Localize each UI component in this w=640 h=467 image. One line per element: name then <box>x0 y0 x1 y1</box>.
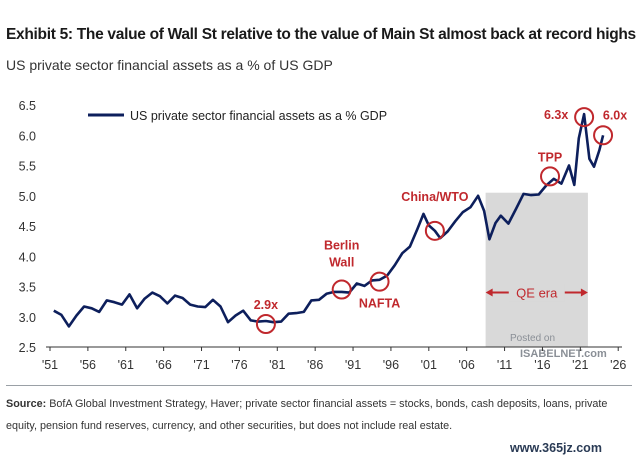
annotation-circle <box>331 279 352 300</box>
x-tick-label: '96 <box>383 358 399 372</box>
y-tick-label: 2.5 <box>19 341 36 355</box>
qe-era-arrow-right <box>580 288 588 297</box>
watermark-line2: ISABELNET.com <box>520 348 607 360</box>
annotation-label-6-0x: 6.0x <box>603 108 627 122</box>
annotation-circle <box>369 271 390 292</box>
x-tick-label: '91 <box>345 358 361 372</box>
x-tick-label: '51 <box>42 358 58 372</box>
qe-era-label-bg <box>508 283 565 302</box>
annotation-circle <box>424 220 445 241</box>
x-tick-label: '66 <box>155 358 171 372</box>
annotation-label-2-9x: 2.9x <box>254 298 278 312</box>
x-tick-label: '61 <box>118 358 134 372</box>
source-label: Source: <box>6 398 47 410</box>
annotation-circle <box>540 166 561 187</box>
annotation-label-6-3x: 6.3x <box>544 108 568 122</box>
y-tick-label: 6.5 <box>19 99 36 113</box>
x-tick-label: '11 <box>497 358 512 372</box>
watermark-line1: Posted on <box>510 333 555 344</box>
y-tick-label: 5.0 <box>19 190 36 204</box>
x-tick-label: '26 <box>610 358 626 372</box>
qe-era-arrow-left <box>485 288 493 297</box>
site-stamp: www.365jz.com <box>510 441 602 455</box>
series-line <box>53 112 605 328</box>
x-tick-label: '81 <box>269 358 285 372</box>
x-tick-label: '16 <box>534 358 550 372</box>
chart-canvas: Posted on ISABELNET.com QE era 2.5 3.0 3.5 4.0… <box>19 99 628 372</box>
x-tick-label: '86 <box>307 358 323 372</box>
x-tick-label: '56 <box>80 358 96 372</box>
annotation-label-berlin-wall: Berlin Wall <box>324 239 359 270</box>
annotation-circle <box>255 314 276 335</box>
qe-era-label: QE era <box>516 286 558 301</box>
chart-subtitle: US private sector financial assets as a … <box>6 57 333 73</box>
x-tick-label: '76 <box>231 358 247 372</box>
y-tick-label: 3.0 <box>19 311 36 325</box>
annotation-label-china-wto: China/WTO <box>401 190 468 204</box>
annotation-label-tpp: TPP <box>538 150 562 164</box>
x-tick-label: '06 <box>459 358 475 372</box>
y-tick-label: 5.5 <box>19 160 36 174</box>
source-divider <box>6 385 632 386</box>
source-note: Source: BofA Global Investment Strategy,… <box>6 393 634 437</box>
y-tick-label: 4.5 <box>19 220 36 234</box>
annotation-circle <box>593 125 614 146</box>
x-tick-label: '01 <box>421 358 437 372</box>
y-tick-label: 6.0 <box>19 129 36 143</box>
annotation-label-nafta: NAFTA <box>359 297 400 311</box>
source-text: BofA Global Investment Strategy, Haver; … <box>6 398 608 432</box>
x-tick-label: '71 <box>193 358 209 372</box>
y-tick-label: 4.0 <box>19 250 36 264</box>
x-tick-label: '21 <box>572 358 588 372</box>
y-tick-label: 3.5 <box>19 281 36 295</box>
chart-title: Exhibit 5: The value of Wall St relative… <box>6 26 636 43</box>
legend-label: US private sector financial assets as a … <box>130 109 387 123</box>
annotation-circle <box>574 107 595 128</box>
